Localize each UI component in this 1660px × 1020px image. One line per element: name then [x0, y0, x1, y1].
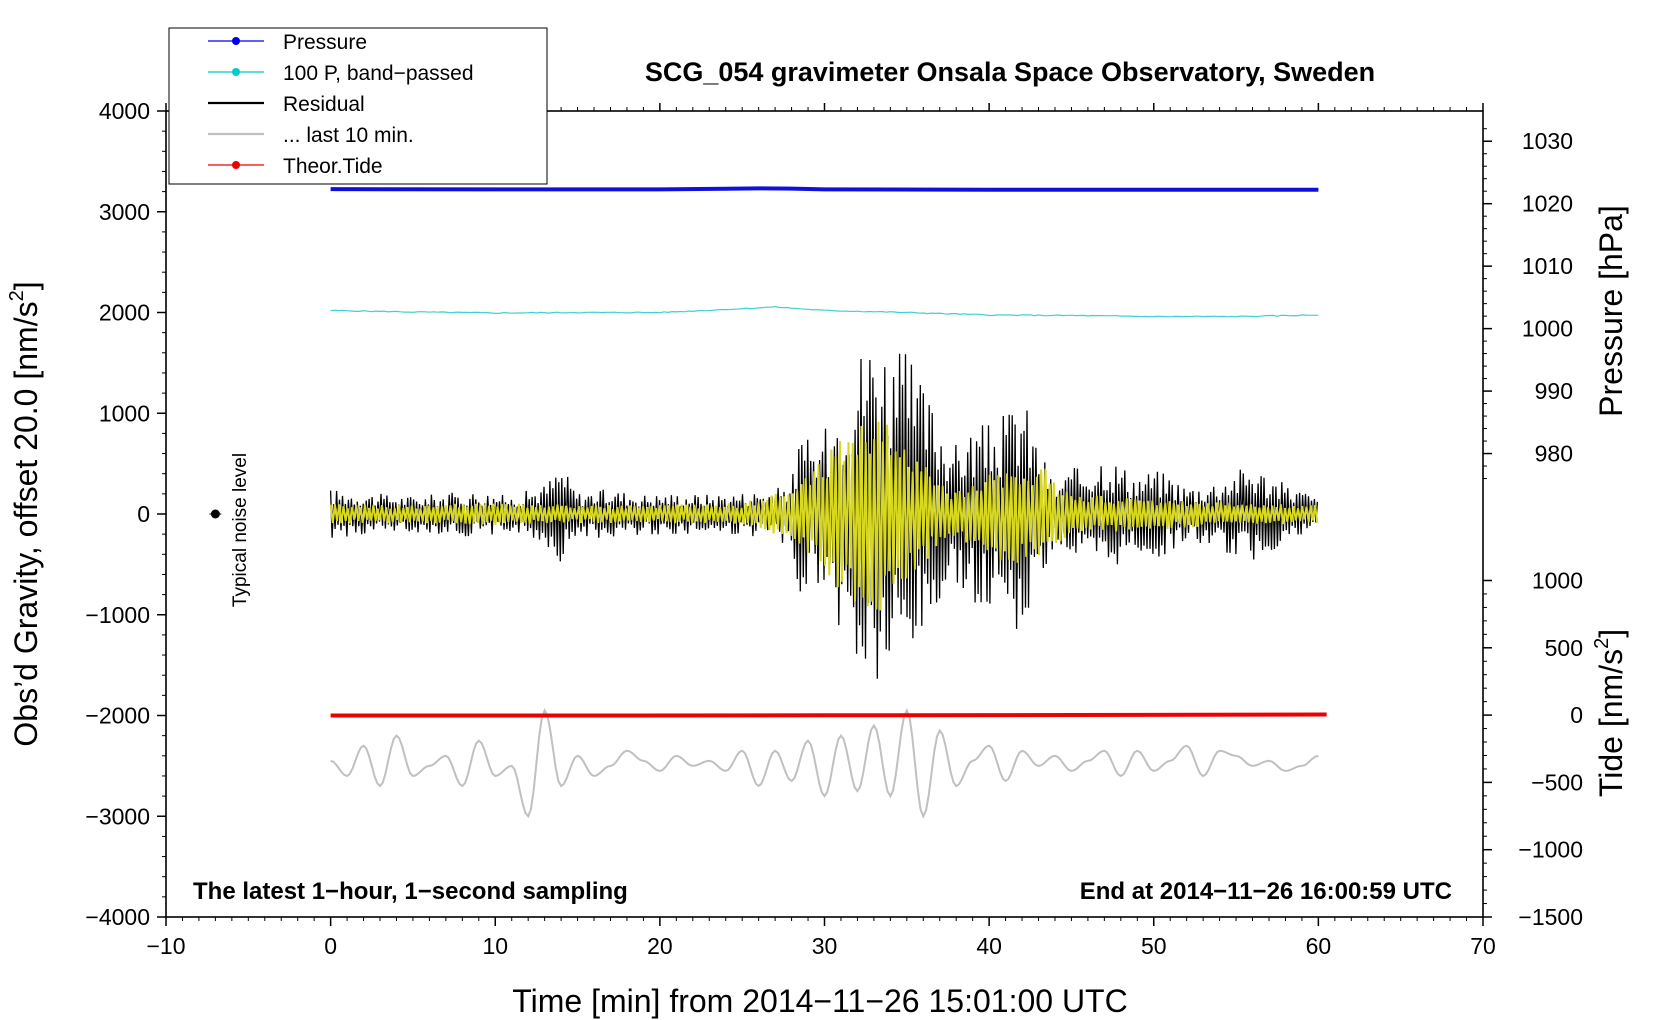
y-left-tick-label: −4000: [85, 904, 150, 930]
y-left-title-end: ]: [8, 281, 44, 290]
legend-label-theor-tide: Theor.Tide: [283, 155, 383, 178]
axes: −10 0 10 20 30 40 50 60 7040003000200010000−1000…: [85, 98, 1583, 959]
y-right-pressure-title: Pressure [hPa]: [1593, 205, 1629, 417]
y-tide-tick-label: 0: [1570, 702, 1583, 728]
y-pressure-tick-label: 980: [1535, 441, 1573, 467]
series-band-passed-pressure: [330, 305, 1319, 318]
y-left-title-sup: 2: [6, 290, 28, 301]
y-pressure-tick-label: 1020: [1522, 191, 1573, 217]
y-left-tick-label: 3000: [99, 199, 150, 225]
y-left-tick-label: 0: [137, 501, 150, 527]
legend-marker-100-p-band-passed: [232, 68, 240, 76]
x-tick-label: 70: [1470, 933, 1496, 959]
y-left-title-main: Obs’d Gravity, offset 20.0 [nm/s: [8, 301, 44, 746]
y-left-tick-label: 1000: [99, 400, 150, 426]
y-right-tide-title-end: ]: [1593, 629, 1629, 638]
y-pressure-tick-label: 990: [1535, 378, 1573, 404]
legend-box: [168, 27, 548, 185]
right-note: End at 2014−11−26 16:00:59 UTC: [1080, 878, 1452, 905]
x-tick-label: 10: [482, 933, 508, 959]
chart-title: SCG_054 gravimeter Onsala Space Observat…: [645, 57, 1375, 87]
legend-label-pressure: Pressure: [283, 31, 367, 54]
y-left-tick-label: 4000: [99, 98, 150, 124]
series-last-10-min: [330, 708, 1319, 819]
y-tide-tick-label: −1000: [1518, 837, 1583, 863]
y-tide-tick-label: −500: [1531, 769, 1583, 795]
x-tick-label: −10: [146, 933, 185, 959]
series-pressure: [330, 186, 1319, 192]
y-left-tick-label: −1000: [85, 602, 150, 628]
x-tick-label: 0: [324, 933, 337, 959]
x-tick-label: 30: [812, 933, 838, 959]
y-pressure-tick-label: 1030: [1522, 128, 1573, 154]
legend-marker-pressure: [232, 37, 240, 45]
plot-marks: [209, 186, 1327, 819]
legend-marker-theor-tide: [232, 161, 240, 169]
y-left-tick-label: −2000: [85, 703, 150, 729]
legend-label-residual: Residual: [283, 93, 365, 116]
y-right-tide-title: Tide [nm/s2]: [1591, 629, 1629, 797]
noise-level-label: Typical noise level: [230, 453, 251, 607]
y-left-tick-label: −3000: [85, 803, 150, 829]
x-tick-label: 40: [976, 933, 1002, 959]
y-left-axis-title: Obs’d Gravity, offset 20.0 [nm/s2]: [6, 281, 44, 746]
y-right-tide-title-sup: 2: [1591, 638, 1613, 649]
series-residual-band-passed: [329, 421, 1319, 611]
y-tide-tick-label: 500: [1545, 635, 1583, 661]
x-tick-label: 50: [1141, 933, 1167, 959]
legend: Pressure 100 P, band−passed Residual ... la…: [168, 27, 548, 185]
noise-level-point: [210, 509, 220, 519]
legend-label-100-p-band-passed: 100 P, band−passed: [283, 62, 474, 85]
y-pressure-tick-label: 1010: [1522, 253, 1573, 279]
y-right-tide-title-main: Tide [nm/s: [1593, 649, 1629, 797]
y-pressure-tick-label: 1000: [1522, 316, 1573, 342]
x-tick-label: 20: [647, 933, 673, 959]
left-note: The latest 1−hour, 1−second sampling: [193, 878, 628, 905]
x-tick-label: 60: [1306, 933, 1332, 959]
legend-label-last-10-min: ... last 10 min.: [283, 124, 414, 147]
series-theor-tide: [330, 712, 1327, 718]
y-left-tick-label: 2000: [99, 300, 150, 326]
y-tide-tick-label: 1000: [1532, 567, 1583, 593]
y-tide-tick-label: −1500: [1518, 904, 1583, 930]
x-axis-title: Time [min] from 2014−11−26 15:01:00 UTC: [512, 983, 1127, 1019]
